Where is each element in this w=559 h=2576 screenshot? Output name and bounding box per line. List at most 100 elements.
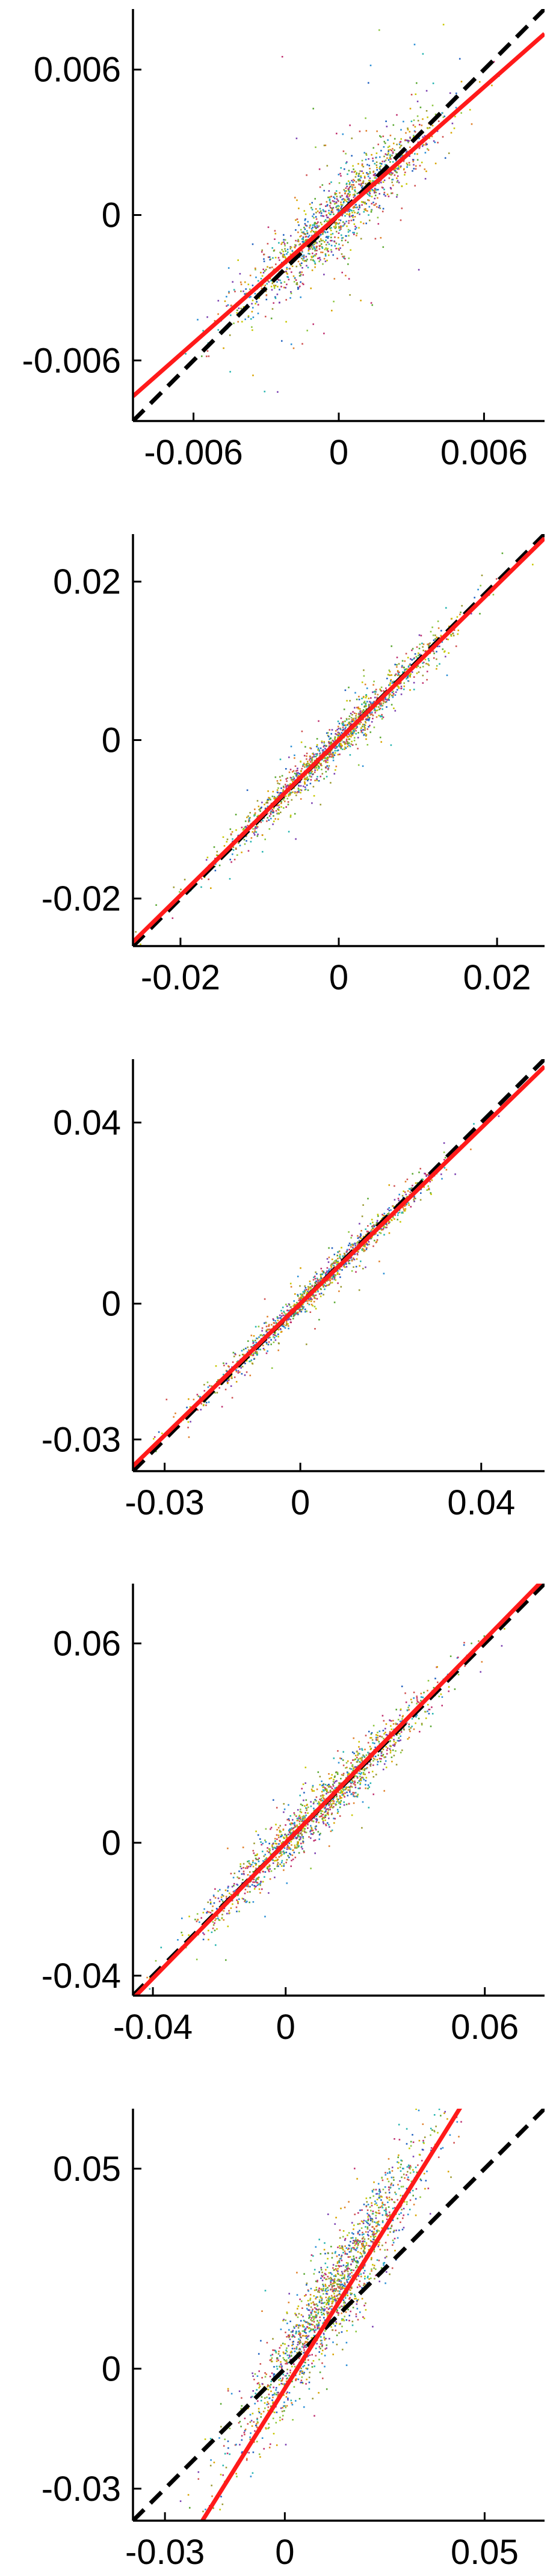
scatter-point bbox=[230, 304, 232, 307]
scatter-point bbox=[436, 651, 437, 653]
scatter-point bbox=[354, 189, 356, 191]
scatter-point bbox=[313, 1300, 315, 1303]
scatter-point bbox=[325, 770, 327, 773]
scatter-point bbox=[304, 778, 306, 781]
scatter-point bbox=[383, 194, 385, 195]
scatter-point bbox=[445, 656, 446, 657]
scatter-point bbox=[396, 666, 398, 668]
scatter-point bbox=[288, 1856, 290, 1858]
scatter-point bbox=[341, 207, 342, 209]
scatter-point bbox=[406, 150, 408, 153]
scatter-point bbox=[181, 1931, 183, 1934]
scatter-point bbox=[334, 236, 336, 238]
scatter-point bbox=[278, 1855, 280, 1858]
scatter-point bbox=[344, 168, 345, 170]
scatter-point bbox=[315, 218, 318, 220]
scatter-point bbox=[327, 237, 329, 239]
scatter-point bbox=[376, 167, 378, 168]
scatter-point bbox=[374, 690, 376, 692]
scatter-point bbox=[324, 1816, 326, 1818]
scatter-point bbox=[403, 682, 405, 684]
scatter-point bbox=[350, 743, 352, 745]
scatter-point bbox=[310, 245, 312, 248]
scatter-point bbox=[285, 321, 287, 323]
scatter-point bbox=[451, 122, 454, 124]
scatter-point bbox=[329, 1809, 331, 1810]
scatter-point bbox=[313, 1840, 315, 1842]
scatter-point bbox=[359, 179, 362, 182]
scatter-point bbox=[252, 1849, 255, 1852]
scatter-point bbox=[380, 689, 381, 692]
scatter-point bbox=[342, 256, 344, 257]
scatter-point bbox=[390, 174, 392, 176]
scatter-point bbox=[341, 239, 343, 242]
scatter-point bbox=[342, 150, 345, 152]
scatter-point bbox=[381, 715, 383, 718]
scatter-point bbox=[389, 186, 392, 189]
scatter-point bbox=[153, 1436, 156, 1438]
scatter-point bbox=[345, 153, 347, 155]
scatter-point bbox=[365, 153, 367, 155]
scatter-point bbox=[307, 1827, 309, 1829]
scatter-point bbox=[400, 686, 403, 687]
scatter-point bbox=[261, 249, 263, 251]
scatter-point bbox=[388, 695, 391, 697]
scatter-point bbox=[338, 226, 340, 228]
scatter-point bbox=[260, 278, 262, 280]
scatter-point bbox=[365, 1241, 367, 1244]
scatter-point bbox=[336, 746, 338, 748]
scatter-point bbox=[232, 1351, 235, 1354]
scatter-point bbox=[262, 1344, 264, 1347]
scatter-point bbox=[428, 127, 431, 129]
scatter-point bbox=[330, 782, 332, 784]
scatter-point bbox=[247, 825, 249, 826]
scatter-point bbox=[351, 1259, 353, 1262]
scatter-point bbox=[333, 301, 335, 303]
scatter-point bbox=[285, 1322, 288, 1324]
scatter-point bbox=[351, 1243, 353, 1246]
scatter-point bbox=[286, 275, 288, 278]
scatter-point bbox=[377, 1754, 379, 1756]
scatter-point bbox=[375, 152, 378, 155]
scatter-point bbox=[377, 1214, 379, 1216]
scatter-point bbox=[255, 1339, 256, 1342]
scatter-point bbox=[233, 858, 236, 861]
scatter-point bbox=[374, 162, 376, 165]
scatter-point bbox=[310, 1297, 312, 1300]
scatter-point bbox=[342, 198, 344, 200]
scatter-point bbox=[315, 755, 317, 758]
scatter-point bbox=[214, 320, 216, 322]
scatter-point bbox=[294, 247, 296, 248]
scatter-point bbox=[361, 698, 363, 699]
scatter-point bbox=[414, 126, 416, 128]
scatter-point bbox=[307, 789, 309, 792]
scatter-point bbox=[323, 757, 325, 759]
scatter-point bbox=[203, 1384, 205, 1386]
scatter-point bbox=[412, 648, 414, 650]
scatter-point bbox=[385, 159, 387, 161]
scatter-point bbox=[367, 1231, 369, 1233]
scatter-point bbox=[492, 594, 495, 595]
scatter-point bbox=[308, 773, 310, 775]
scatter-point bbox=[284, 248, 286, 250]
scatter-point bbox=[273, 287, 276, 289]
scatter-point bbox=[267, 817, 268, 819]
scatter-point bbox=[433, 639, 435, 641]
scatter-point bbox=[214, 1919, 216, 1922]
scatter-point bbox=[251, 326, 253, 328]
scatter-point bbox=[371, 1229, 373, 1231]
scatter-point bbox=[334, 245, 336, 247]
scatter-point bbox=[282, 799, 285, 801]
scatter-point bbox=[199, 1397, 201, 1399]
scatter-point bbox=[431, 105, 434, 106]
scatter-point bbox=[362, 765, 364, 767]
scatter-point bbox=[394, 710, 397, 712]
scatter-point bbox=[312, 752, 313, 755]
scatter-point bbox=[359, 206, 360, 207]
scatter-point bbox=[354, 1758, 356, 1760]
scatter-point bbox=[279, 776, 281, 778]
scatter-point bbox=[403, 685, 406, 687]
scatter-point bbox=[346, 1791, 348, 1794]
scatter-point bbox=[407, 1738, 409, 1740]
